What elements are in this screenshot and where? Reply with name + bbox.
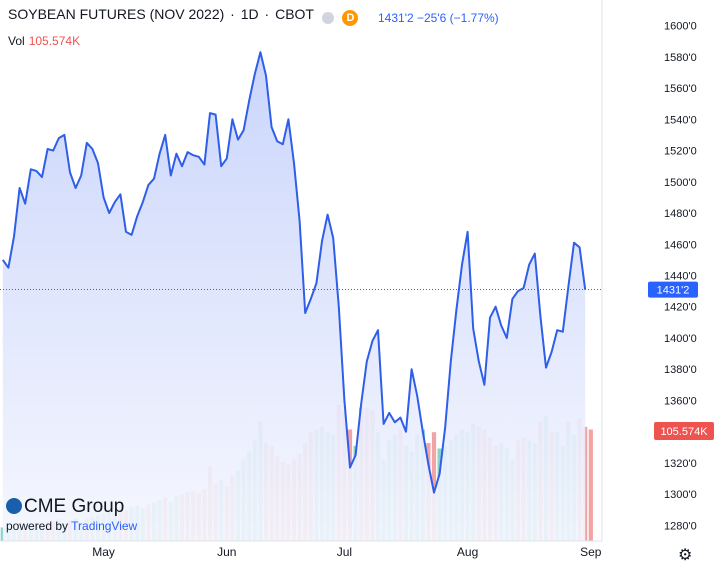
price-quote: 1431'2 −25'6 (−1.77%) (378, 11, 499, 25)
last-volume-badge (654, 422, 714, 440)
x-tick-label: Aug (457, 545, 478, 559)
price-area-fill (2, 52, 586, 541)
y-tick-label: 1540'0 (664, 114, 697, 126)
x-tick-label: Sep (580, 545, 602, 559)
y-tick-label: 1480'0 (664, 208, 697, 220)
volume-bar (431, 432, 437, 541)
cme-logo: CME Group (24, 496, 125, 517)
x-tick-label: Jul (337, 545, 352, 559)
delayed-data-icon[interactable]: D (342, 9, 359, 26)
y-tick-label: 1380'0 (664, 364, 697, 376)
last-volume-label: 105.574K (660, 426, 708, 438)
y-tick-label: 1500'0 (664, 177, 697, 189)
market-status-icon[interactable] (322, 11, 334, 24)
y-tick-label: 1300'0 (664, 489, 697, 501)
gear-icon[interactable]: ⚙ (678, 547, 693, 564)
cme-globe-icon (6, 498, 22, 514)
status-badges: D (322, 9, 359, 27)
price-line (0, 51, 602, 494)
price-series-line (1, 51, 587, 494)
y-tick-label: 1520'0 (664, 146, 697, 158)
symbol-title[interactable]: SOYBEAN FUTURES (NOV 2022) (8, 6, 225, 22)
y-tick-label: 1320'0 (664, 458, 697, 470)
chart-header: SOYBEAN FUTURES (NOV 2022) · 1D · CBOT (8, 6, 314, 22)
last-price-badge (648, 281, 698, 298)
y-tick-label: 1400'0 (664, 333, 697, 345)
price-area (2, 52, 586, 541)
y-tick-label: 1460'0 (664, 239, 697, 251)
y-tick-label: 1420'0 (664, 302, 697, 314)
x-tick-label: Jun (217, 545, 236, 559)
y-tick-label: 1560'0 (664, 83, 697, 95)
separator: · (264, 6, 270, 22)
separator: · (230, 6, 235, 22)
x-tick-label: May (92, 545, 115, 559)
volume-bar (588, 429, 593, 541)
tradingview-link[interactable]: TradingView (71, 519, 138, 533)
branding[interactable]: CME Group powered by TradingView (6, 496, 137, 533)
last-price-label: 1431'2 (657, 285, 690, 297)
y-tick-label: 1600'0 (664, 21, 697, 33)
powered-by-label: powered by (6, 519, 69, 533)
y-tick-label: 1440'0 (664, 271, 697, 283)
volume-value: 105.574K (28, 34, 81, 48)
last-price-tag: 1431'2 (648, 281, 698, 298)
last-volume-tag: 105.574K (654, 422, 714, 440)
volume-label: Vol (8, 34, 25, 48)
y-tick-label: 1360'0 (664, 395, 697, 407)
y-tick-label: 1580'0 (664, 52, 697, 64)
y-tick-label: 1280'0 (664, 520, 697, 532)
exchange-label: CBOT (275, 6, 314, 22)
interval-label[interactable]: 1D (240, 6, 259, 22)
volume-legend: Vol 105.574K (8, 34, 80, 48)
